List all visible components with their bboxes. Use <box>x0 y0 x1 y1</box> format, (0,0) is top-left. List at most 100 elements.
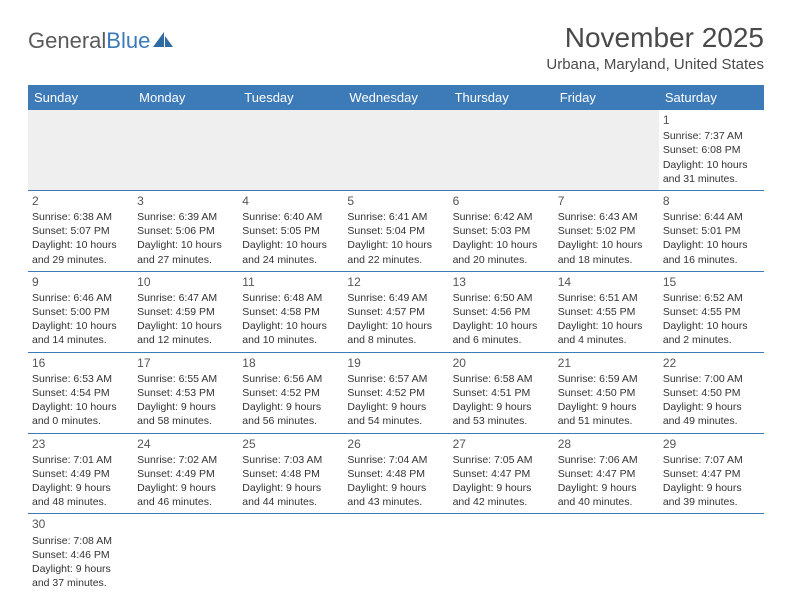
day2-text: and 16 minutes. <box>663 253 760 267</box>
day-cell: 20Sunrise: 6:58 AMSunset: 4:51 PMDayligh… <box>449 352 554 433</box>
day-cell: 5Sunrise: 6:41 AMSunset: 5:04 PMDaylight… <box>343 190 448 271</box>
day1-text: Daylight: 10 hours <box>137 319 234 333</box>
sunset-text: Sunset: 4:57 PM <box>347 305 444 319</box>
sunrise-text: Sunrise: 7:37 AM <box>663 129 760 143</box>
day2-text: and 6 minutes. <box>453 333 550 347</box>
day-cell: 24Sunrise: 7:02 AMSunset: 4:49 PMDayligh… <box>133 433 238 514</box>
calendar-row: 23Sunrise: 7:01 AMSunset: 4:49 PMDayligh… <box>28 433 764 514</box>
sunset-text: Sunset: 4:52 PM <box>242 386 339 400</box>
day1-text: Daylight: 10 hours <box>663 238 760 252</box>
day2-text: and 53 minutes. <box>453 414 550 428</box>
day-number: 8 <box>663 193 760 209</box>
sunset-text: Sunset: 4:54 PM <box>32 386 129 400</box>
day2-text: and 49 minutes. <box>663 414 760 428</box>
day-number: 19 <box>347 355 444 371</box>
day-cell: 25Sunrise: 7:03 AMSunset: 4:48 PMDayligh… <box>238 433 343 514</box>
day-number: 4 <box>242 193 339 209</box>
day2-text: and 10 minutes. <box>242 333 339 347</box>
sunset-text: Sunset: 4:47 PM <box>558 467 655 481</box>
empty-cell <box>133 110 238 190</box>
day-number: 29 <box>663 436 760 452</box>
day2-text: and 4 minutes. <box>558 333 655 347</box>
calendar-row: 9Sunrise: 6:46 AMSunset: 5:00 PMDaylight… <box>28 271 764 352</box>
day-number: 13 <box>453 274 550 290</box>
day2-text: and 18 minutes. <box>558 253 655 267</box>
day-number: 27 <box>453 436 550 452</box>
day-number: 17 <box>137 355 234 371</box>
empty-cell <box>554 514 659 594</box>
sunrise-text: Sunrise: 6:49 AM <box>347 291 444 305</box>
sunrise-text: Sunrise: 7:04 AM <box>347 453 444 467</box>
brand-logo: GeneralBlue <box>28 28 174 54</box>
sunrise-text: Sunrise: 6:52 AM <box>663 291 760 305</box>
day1-text: Daylight: 10 hours <box>453 238 550 252</box>
sail-icon <box>152 31 174 49</box>
day1-text: Daylight: 9 hours <box>242 481 339 495</box>
sunrise-text: Sunrise: 6:56 AM <box>242 372 339 386</box>
day-cell: 19Sunrise: 6:57 AMSunset: 4:52 PMDayligh… <box>343 352 448 433</box>
day-number: 25 <box>242 436 339 452</box>
day2-text: and 43 minutes. <box>347 495 444 509</box>
brand-part1: General <box>28 28 106 54</box>
day-cell: 10Sunrise: 6:47 AMSunset: 4:59 PMDayligh… <box>133 271 238 352</box>
day1-text: Daylight: 10 hours <box>137 238 234 252</box>
day-cell: 23Sunrise: 7:01 AMSunset: 4:49 PMDayligh… <box>28 433 133 514</box>
day-number: 12 <box>347 274 444 290</box>
day2-text: and 54 minutes. <box>347 414 444 428</box>
day-cell: 22Sunrise: 7:00 AMSunset: 4:50 PMDayligh… <box>659 352 764 433</box>
day2-text: and 0 minutes. <box>32 414 129 428</box>
sunset-text: Sunset: 4:58 PM <box>242 305 339 319</box>
sunrise-text: Sunrise: 6:58 AM <box>453 372 550 386</box>
calendar-table: SundayMondayTuesdayWednesdayThursdayFrid… <box>28 85 764 594</box>
day2-text: and 31 minutes. <box>663 172 760 186</box>
sunset-text: Sunset: 4:50 PM <box>558 386 655 400</box>
empty-cell <box>659 514 764 594</box>
day1-text: Daylight: 9 hours <box>453 400 550 414</box>
sunrise-text: Sunrise: 6:48 AM <box>242 291 339 305</box>
day-cell: 15Sunrise: 6:52 AMSunset: 4:55 PMDayligh… <box>659 271 764 352</box>
sunset-text: Sunset: 4:55 PM <box>558 305 655 319</box>
calendar-head: SundayMondayTuesdayWednesdayThursdayFrid… <box>28 85 764 110</box>
day2-text: and 51 minutes. <box>558 414 655 428</box>
calendar-row: 1Sunrise: 7:37 AMSunset: 6:08 PMDaylight… <box>28 110 764 190</box>
day-cell: 1Sunrise: 7:37 AMSunset: 6:08 PMDaylight… <box>659 110 764 190</box>
day1-text: Daylight: 10 hours <box>663 319 760 333</box>
sunrise-text: Sunrise: 6:44 AM <box>663 210 760 224</box>
day2-text: and 14 minutes. <box>32 333 129 347</box>
page-title: November 2025 <box>546 22 764 54</box>
day-cell: 21Sunrise: 6:59 AMSunset: 4:50 PMDayligh… <box>554 352 659 433</box>
day1-text: Daylight: 9 hours <box>347 481 444 495</box>
sunset-text: Sunset: 5:01 PM <box>663 224 760 238</box>
day-number: 21 <box>558 355 655 371</box>
sunrise-text: Sunrise: 6:42 AM <box>453 210 550 224</box>
day1-text: Daylight: 9 hours <box>32 562 129 576</box>
sunset-text: Sunset: 5:00 PM <box>32 305 129 319</box>
day-cell: 11Sunrise: 6:48 AMSunset: 4:58 PMDayligh… <box>238 271 343 352</box>
day-cell: 29Sunrise: 7:07 AMSunset: 4:47 PMDayligh… <box>659 433 764 514</box>
day-cell: 26Sunrise: 7:04 AMSunset: 4:48 PMDayligh… <box>343 433 448 514</box>
day-cell: 30Sunrise: 7:08 AMSunset: 4:46 PMDayligh… <box>28 514 133 594</box>
sunset-text: Sunset: 4:46 PM <box>32 548 129 562</box>
sunset-text: Sunset: 4:47 PM <box>453 467 550 481</box>
day-number: 22 <box>663 355 760 371</box>
empty-cell <box>449 514 554 594</box>
day1-text: Daylight: 9 hours <box>663 481 760 495</box>
day-number: 23 <box>32 436 129 452</box>
sunset-text: Sunset: 4:47 PM <box>663 467 760 481</box>
day1-text: Daylight: 10 hours <box>32 319 129 333</box>
day-cell: 18Sunrise: 6:56 AMSunset: 4:52 PMDayligh… <box>238 352 343 433</box>
day-number: 3 <box>137 193 234 209</box>
day2-text: and 56 minutes. <box>242 414 339 428</box>
day2-text: and 27 minutes. <box>137 253 234 267</box>
sunset-text: Sunset: 4:50 PM <box>663 386 760 400</box>
day-number: 16 <box>32 355 129 371</box>
day2-text: and 8 minutes. <box>347 333 444 347</box>
day1-text: Daylight: 10 hours <box>453 319 550 333</box>
day-cell: 7Sunrise: 6:43 AMSunset: 5:02 PMDaylight… <box>554 190 659 271</box>
title-block: November 2025 Urbana, Maryland, United S… <box>546 22 764 73</box>
sunset-text: Sunset: 4:59 PM <box>137 305 234 319</box>
day-cell: 2Sunrise: 6:38 AMSunset: 5:07 PMDaylight… <box>28 190 133 271</box>
day2-text: and 29 minutes. <box>32 253 129 267</box>
sunrise-text: Sunrise: 6:55 AM <box>137 372 234 386</box>
sunset-text: Sunset: 5:03 PM <box>453 224 550 238</box>
